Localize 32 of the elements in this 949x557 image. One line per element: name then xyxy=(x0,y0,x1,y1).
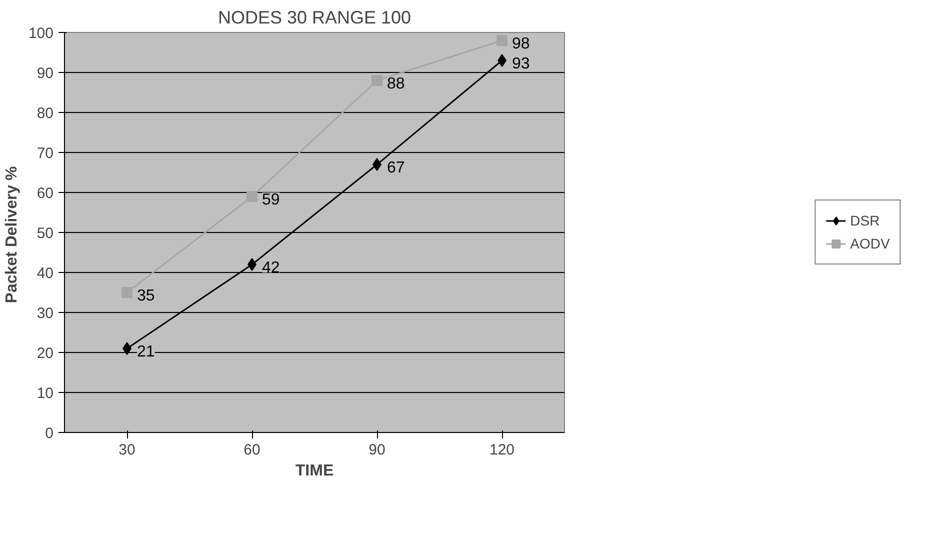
y-tick-label: 10 xyxy=(36,385,54,402)
y-tick-label: 80 xyxy=(36,105,54,122)
y-tick-label: 20 xyxy=(36,345,54,362)
data-label: 67 xyxy=(387,160,405,176)
x-tick-label: 30 xyxy=(118,442,136,458)
y-axis-title: Packet Delivery % xyxy=(3,166,20,304)
legend-label: DSR xyxy=(850,212,880,228)
point xyxy=(122,287,132,298)
y-tick-label: 40 xyxy=(36,265,54,282)
y-tick-label: 60 xyxy=(36,185,54,202)
legend-label: AODV xyxy=(850,236,890,252)
point xyxy=(372,75,382,86)
chart-title: NODES 30 RANGE 100 xyxy=(218,8,412,28)
x-axis-title: TIME xyxy=(295,462,334,480)
data-label: 59 xyxy=(262,192,280,208)
y-tick-label: 70 xyxy=(36,145,54,162)
y-tick-label: 50 xyxy=(36,225,54,242)
x-tick-label: 90 xyxy=(368,442,386,458)
data-label: 35 xyxy=(137,288,155,304)
data-label: 88 xyxy=(387,76,405,92)
y-tick-label: 90 xyxy=(36,65,54,82)
x-tick-label: 60 xyxy=(244,442,260,458)
data-label: 98 xyxy=(512,36,530,52)
data-label: 21 xyxy=(137,344,155,360)
y-tick-label: 0 xyxy=(45,425,54,442)
data-label: 42 xyxy=(262,260,280,276)
point xyxy=(246,191,258,202)
x-tick-label: 120 xyxy=(489,442,515,458)
point xyxy=(496,35,508,46)
data-label: 93 xyxy=(512,56,530,72)
y-tick-label: 100 xyxy=(28,25,54,42)
y-tick-label: 30 xyxy=(36,305,54,322)
